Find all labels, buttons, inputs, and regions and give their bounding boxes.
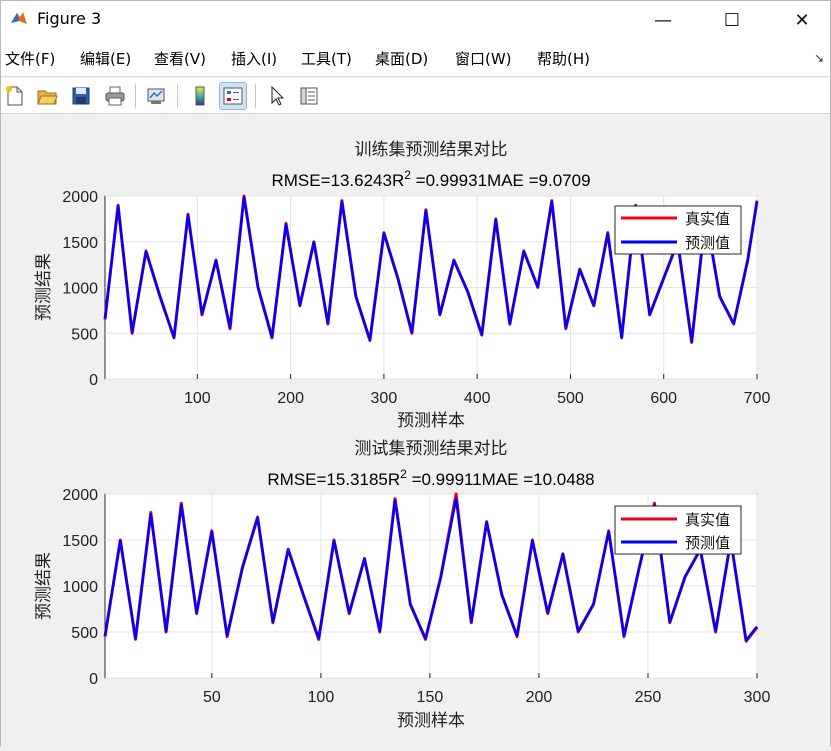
- test-xtick-label: 100: [308, 689, 335, 706]
- test-axes[interactable]: 测试集预测结果对比 RMSE=15.3185R2 =0.99911MAE =10…: [34, 439, 770, 730]
- toolbar-separator: [255, 84, 256, 108]
- link-plot-icon[interactable]: [142, 82, 170, 110]
- test-xtick-label: 250: [635, 689, 662, 706]
- train-prediction-line: [103, 196, 759, 343]
- figure-canvas: 训练集预测结果对比 RMSE=13.6243R2 =0.99931MAE =9.…: [1, 115, 830, 747]
- train-xlabel: 预测样本: [397, 411, 465, 430]
- train-xtick-label: 600: [650, 390, 677, 407]
- test-title: 测试集预测结果对比: [355, 439, 508, 458]
- test-legend[interactable]: 真实值 预测值: [614, 505, 742, 555]
- test-ytick-label: 0: [89, 671, 98, 688]
- minimize-button[interactable]: —: [640, 1, 686, 39]
- menu-desktop[interactable]: 桌面(D): [375, 50, 429, 68]
- menu-window[interactable]: 窗口(W): [455, 50, 512, 68]
- minimize-icon: —: [654, 9, 672, 31]
- test-subtitle-suffix: =0.99911MAE =10.0488: [407, 470, 595, 489]
- test-subtitle-prefix: RMSE=15.3185R: [267, 470, 400, 489]
- train-xtick-label: 300: [371, 390, 398, 407]
- toolbar-separator: [135, 84, 136, 108]
- edit-plot-icon[interactable]: [263, 82, 291, 110]
- insert-legend-icon[interactable]: [219, 82, 247, 110]
- dock-arrow-icon[interactable]: ↘: [813, 51, 824, 65]
- menu-view[interactable]: 查看(V): [154, 50, 206, 68]
- train-xtick-label: 700: [744, 390, 771, 407]
- train-ytick-label: 0: [89, 372, 98, 389]
- matlab-logo-icon: [11, 12, 27, 24]
- train-ytick-label: 2000: [62, 189, 98, 206]
- test-ytick-label: 2000: [62, 487, 98, 504]
- train-legend[interactable]: 真实值 预测值: [614, 205, 742, 255]
- test-ytick-label: 500: [71, 625, 98, 642]
- menu-help[interactable]: 帮助(H): [537, 50, 590, 68]
- test-ytick-label: 1000: [62, 579, 98, 596]
- new-figure-icon[interactable]: [1, 82, 29, 110]
- train-ytick-label: 1000: [62, 281, 98, 298]
- train-xtick-label: 400: [464, 390, 491, 407]
- menu-bar: 文件(F) 编辑(E) 查看(V) 插入(I) 工具(T) 桌面(D) 窗口(W…: [1, 39, 830, 77]
- test-xticks: 50 100 150 200 250 300: [203, 673, 770, 706]
- test-ytick-label: 1500: [62, 533, 98, 550]
- train-yticks: 0 500 1000 1500 2000: [62, 189, 98, 389]
- property-inspector-icon[interactable]: [295, 82, 323, 110]
- menu-file[interactable]: 文件(F): [5, 50, 56, 68]
- train-ylabel: 预测结果: [34, 253, 53, 321]
- train-lines: [103, 194, 759, 344]
- test-subtitle: RMSE=15.3185R2 =0.99911MAE =10.0488: [267, 467, 594, 489]
- test-legend-pred-label: 预测值: [685, 535, 730, 552]
- menu-tools[interactable]: 工具(T): [301, 50, 352, 68]
- test-xlabel: 预测样本: [397, 711, 465, 730]
- test-xtick-label: 200: [526, 689, 553, 706]
- train-xtick-label: 200: [277, 390, 304, 407]
- test-ylabel: 预测结果: [34, 552, 53, 620]
- train-subtitle-suffix: =0.99931MAE =9.0709: [411, 171, 591, 190]
- train-ytick-label: 1500: [62, 235, 98, 252]
- open-file-icon[interactable]: [33, 82, 61, 110]
- test-xtick-label: 150: [417, 689, 444, 706]
- test-legend-box: [614, 505, 742, 555]
- train-xtick-label: 100: [184, 390, 211, 407]
- insert-colorbar-icon[interactable]: [186, 82, 214, 110]
- train-xticks: 100 200 300 400 500 600 700: [184, 374, 770, 407]
- print-icon[interactable]: [101, 82, 129, 110]
- test-grid: [105, 493, 758, 679]
- save-icon[interactable]: [67, 82, 95, 110]
- train-ytick-label: 500: [71, 326, 98, 343]
- train-legend-pred-label: 预测值: [685, 235, 730, 252]
- train-legend-true-label: 真实值: [685, 210, 730, 228]
- toolbar-separator: [177, 84, 178, 108]
- test-xtick-label: 50: [203, 689, 221, 706]
- maximize-icon: ☐: [723, 9, 741, 31]
- menu-edit[interactable]: 编辑(E): [80, 50, 132, 68]
- test-xtick-label: 300: [744, 689, 771, 706]
- train-subtitle-prefix: RMSE=13.6243R: [271, 171, 404, 190]
- train-axes[interactable]: 训练集预测结果对比 RMSE=13.6243R2 =0.99931MAE =9.…: [34, 140, 770, 430]
- figure-svg: 训练集预测结果对比 RMSE=13.6243R2 =0.99931MAE =9.…: [34, 140, 770, 730]
- train-subtitle: RMSE=13.6243R2 =0.99931MAE =9.0709: [271, 168, 590, 190]
- test-subtitle-sup: 2: [400, 467, 407, 481]
- title-bar: Figure 3 — ☐ ✕: [1, 1, 830, 39]
- test-yticks: 0 500 1000 1500 2000: [62, 487, 98, 688]
- train-title: 训练集预测结果对比: [355, 140, 508, 159]
- train-xtick-label: 500: [557, 390, 584, 407]
- close-button[interactable]: ✕: [779, 1, 825, 39]
- menu-insert[interactable]: 插入(I): [231, 50, 278, 68]
- train-legend-box: [614, 205, 742, 255]
- maximize-button[interactable]: ☐: [709, 1, 755, 39]
- train-subtitle-sup: 2: [404, 168, 411, 182]
- test-legend-true-label: 真实值: [685, 511, 730, 529]
- window-title: Figure 3: [37, 9, 102, 28]
- toolbar: [1, 78, 830, 114]
- close-icon: ✕: [794, 9, 810, 31]
